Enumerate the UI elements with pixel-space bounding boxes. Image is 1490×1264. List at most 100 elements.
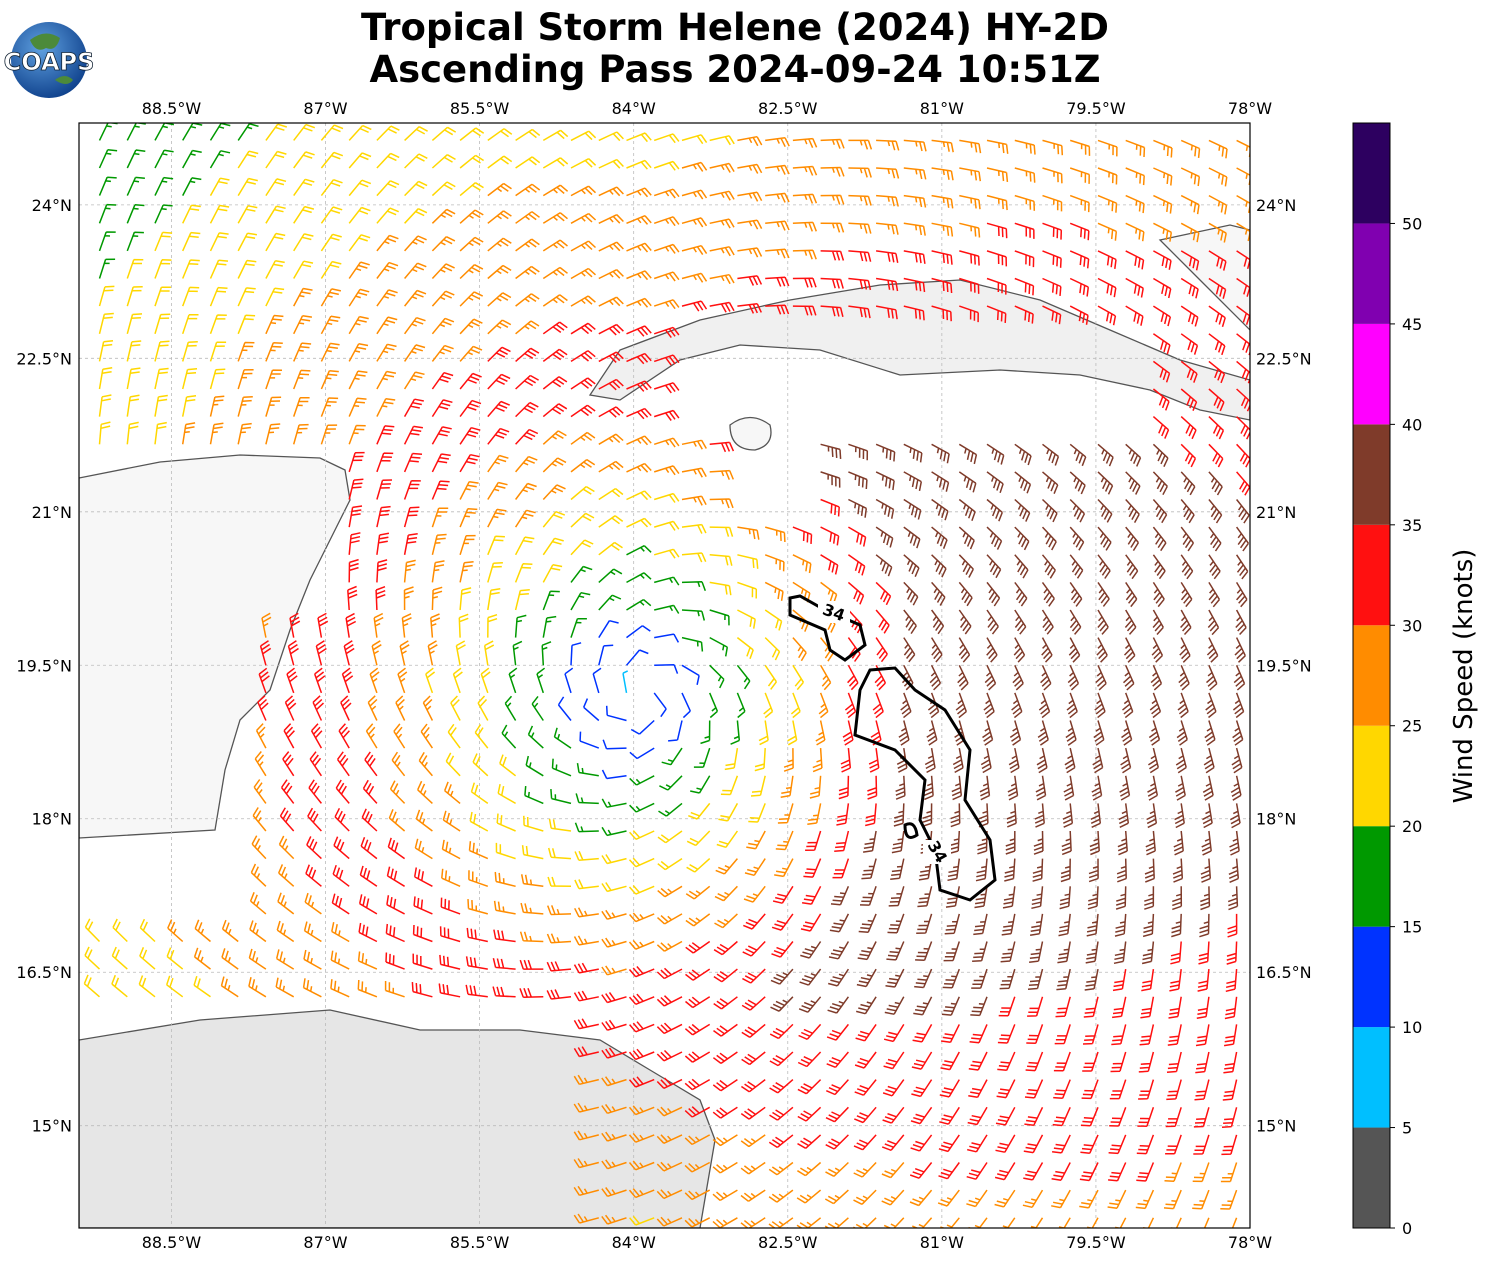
wind-barb — [536, 667, 546, 694]
wind-barb — [684, 1134, 711, 1146]
wind-barb — [1001, 913, 1016, 936]
wind-barb — [780, 775, 794, 799]
wind-barb — [1014, 471, 1032, 494]
wind-barb — [1145, 830, 1156, 856]
logo: COAPS — [3, 22, 95, 98]
wind-barb — [431, 263, 455, 280]
wind-barb — [740, 1189, 766, 1202]
wind-barb — [656, 1189, 683, 1200]
wind-barb — [474, 724, 489, 749]
wind-barb — [574, 850, 599, 861]
wind-barb — [1032, 858, 1044, 882]
wind-barb — [1202, 803, 1213, 829]
wind-barb — [1097, 443, 1114, 467]
wind-barb — [750, 775, 766, 797]
wind-barb — [1097, 222, 1118, 241]
wind-barb — [598, 541, 623, 556]
wind-barb — [917, 886, 933, 908]
wind-barb — [1055, 996, 1071, 1018]
wind-barb — [1069, 277, 1090, 297]
wind-barb — [487, 264, 512, 280]
wind-barb — [970, 996, 988, 1017]
colorbar-segment — [1353, 725, 1390, 827]
wind-barb — [737, 275, 763, 286]
wind-barb — [774, 858, 794, 878]
wind-barb — [1152, 443, 1169, 468]
colorbar-segment — [1353, 323, 1390, 425]
wind-barb — [320, 260, 342, 279]
wind-barb — [598, 351, 624, 363]
wind-barb — [515, 455, 538, 473]
wind-barb — [996, 1079, 1016, 1099]
wind-barb — [1069, 581, 1083, 607]
wind-barb — [737, 526, 760, 540]
wind-barb — [292, 396, 310, 417]
wind-barb — [570, 212, 597, 224]
wind-barb — [348, 370, 368, 390]
wind-barb — [1231, 747, 1243, 774]
grid — [79, 123, 1250, 1228]
wind-barb — [126, 340, 142, 362]
wind-barb — [487, 613, 498, 638]
wind-barb — [1069, 194, 1090, 213]
wind-barb — [787, 720, 798, 746]
wind-barb — [98, 231, 116, 252]
wind-barb — [525, 755, 544, 777]
wind-barb — [903, 277, 926, 293]
wind-barb — [393, 723, 406, 749]
wind-barb — [403, 559, 416, 583]
wind-barb — [1097, 554, 1111, 579]
wind-barb — [626, 242, 652, 253]
wind-barb — [709, 469, 734, 480]
wind-barb — [958, 498, 976, 521]
wind-barb — [251, 835, 267, 860]
wind-barb — [1024, 1079, 1044, 1099]
wind-barb — [903, 194, 927, 208]
wind-barb — [820, 637, 834, 662]
wind-barb — [334, 807, 350, 832]
wind-barb — [320, 206, 343, 224]
wind-barb — [681, 134, 708, 145]
wind-barb — [685, 885, 711, 900]
wind-barb — [601, 1047, 627, 1059]
wind-barb — [553, 727, 572, 749]
wind-barb — [1165, 1107, 1182, 1128]
wind-barb — [237, 205, 258, 224]
colorbar-tick-label: 5 — [1402, 1119, 1412, 1138]
wind-barb — [848, 443, 869, 461]
wind-barb — [931, 194, 954, 209]
wind-barb — [715, 858, 738, 875]
wind-barb — [830, 886, 850, 906]
wind-barb — [657, 913, 683, 925]
wind-barb — [431, 507, 449, 528]
wind-barb — [283, 723, 295, 749]
wind-barb — [1014, 139, 1036, 155]
wind-barb — [903, 471, 923, 492]
wind-barb — [1153, 250, 1172, 270]
wind-barb — [459, 318, 483, 335]
wind-barb — [431, 236, 456, 252]
wind-barb — [1091, 775, 1103, 801]
wind-barb — [574, 879, 599, 890]
wind-barb — [742, 940, 766, 957]
wind-barb — [320, 315, 341, 335]
wind-barb — [1196, 996, 1210, 1020]
wind-barb — [515, 156, 541, 169]
wind-barb — [570, 512, 595, 528]
wind-barb — [371, 640, 382, 666]
wind-barb — [939, 1079, 960, 1098]
wind-barb — [237, 314, 256, 335]
wind-barb — [519, 959, 544, 970]
wind-barb — [1093, 720, 1105, 746]
wind-barb — [348, 424, 366, 445]
wind-barb — [1058, 1217, 1071, 1228]
wind-barb — [1000, 941, 1016, 963]
wind-barb — [685, 913, 711, 927]
wind-barb — [542, 129, 569, 142]
wind-barb — [903, 637, 916, 663]
wind-barb — [1151, 637, 1164, 663]
wind-barb — [1144, 886, 1155, 910]
wind-barb — [885, 968, 905, 988]
wind-barb — [459, 291, 484, 307]
wind-barb — [940, 1024, 960, 1044]
